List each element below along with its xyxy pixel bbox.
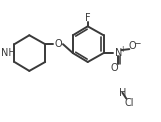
Text: O: O — [54, 39, 62, 49]
Text: NH: NH — [1, 48, 16, 58]
Text: H: H — [119, 88, 126, 98]
Text: F: F — [85, 13, 90, 23]
Text: −: − — [133, 39, 141, 48]
Text: Cl: Cl — [125, 98, 134, 108]
Text: O: O — [111, 63, 118, 73]
Text: O: O — [128, 41, 136, 51]
Text: +: + — [119, 45, 126, 54]
Text: N: N — [115, 48, 122, 58]
